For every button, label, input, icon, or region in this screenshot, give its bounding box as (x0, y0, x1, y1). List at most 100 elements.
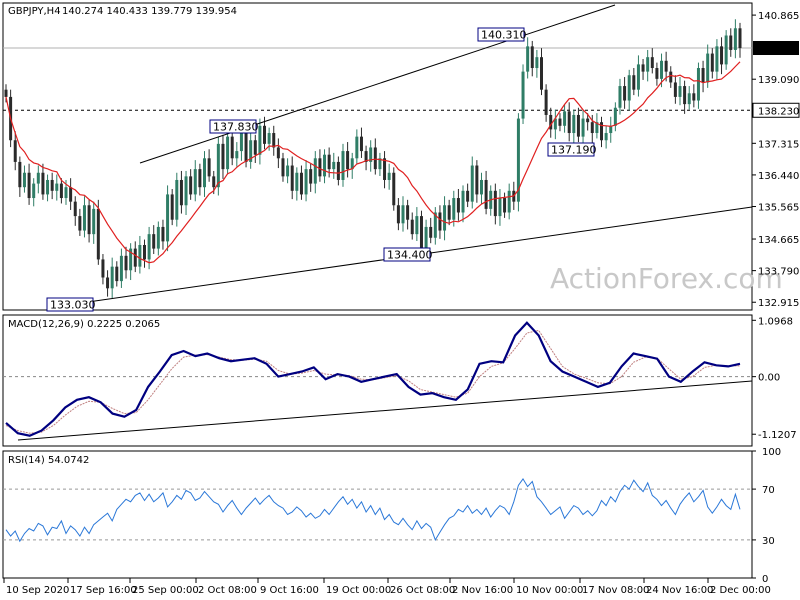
x-tick-label: 26 Oct 08:00 (390, 585, 455, 596)
candle-body (221, 143, 225, 170)
candle-body (715, 46, 719, 72)
candle-body (313, 158, 317, 184)
price-header-ohlc: 140.274 140.433 139.779 139.954 (62, 6, 237, 17)
candle-body (138, 244, 142, 267)
upper-trendline (139, 4, 616, 164)
candle-body (4, 89, 8, 97)
candle-body (466, 190, 470, 202)
x-tick-label: 24 Nov 16:00 (646, 585, 713, 596)
candle-body (424, 226, 428, 249)
rsi-y-tick-label: 30 (762, 536, 775, 547)
candle-body (253, 140, 257, 155)
candle-body (507, 190, 511, 213)
candle-body (258, 125, 262, 155)
candle-body (563, 111, 567, 126)
candle-body (207, 158, 211, 177)
candle-body (18, 161, 22, 188)
candle-body (203, 158, 207, 188)
candle-body (627, 75, 631, 101)
candle-body (304, 169, 308, 195)
candle-body (521, 71, 525, 119)
candle-body (230, 136, 234, 159)
candle-body (655, 68, 659, 79)
candle-body (129, 248, 133, 271)
candle-body (600, 122, 604, 141)
candle-body (59, 183, 63, 199)
candle-body (696, 68, 700, 101)
candle-body (406, 205, 410, 220)
price-y-tick-label: 140.865 (758, 11, 799, 22)
candle-body (175, 179, 179, 220)
candle-body (461, 190, 465, 213)
candle-body (152, 234, 156, 249)
candle-body (263, 125, 267, 144)
candle-body (470, 165, 474, 202)
candle-body (609, 125, 613, 134)
candle-body (22, 172, 26, 188)
x-tick-label: 2 Dec 00:00 (710, 585, 771, 596)
price-y-tick-label: 135.565 (758, 203, 799, 214)
candle-body (535, 57, 539, 69)
candle-body (567, 111, 571, 134)
candle-body (692, 93, 696, 101)
candle-body (396, 205, 400, 224)
candle-body (212, 176, 216, 188)
candle-body (226, 136, 230, 170)
candle-body (184, 176, 188, 206)
x-tick-label: 2 Nov 16:00 (452, 585, 513, 596)
price-annotation-box (383, 247, 431, 262)
candle-body (678, 86, 682, 97)
candle-body (286, 165, 290, 177)
candle-body (32, 183, 36, 199)
candle-body (415, 216, 419, 235)
candle-body (738, 28, 742, 49)
x-tick-label: 9 Oct 16:00 (260, 585, 319, 596)
candle-body (544, 89, 548, 115)
candle-body (318, 158, 322, 177)
candle-body (530, 46, 534, 69)
candle-body (558, 118, 562, 126)
candle-body (641, 64, 645, 72)
rsi-y-tick-label: 70 (762, 485, 775, 496)
candle-body (193, 169, 197, 195)
candle-body (724, 35, 728, 65)
candle-body (373, 147, 377, 170)
candle-body (710, 53, 714, 72)
candle-body (327, 154, 331, 170)
candle-body (359, 136, 363, 152)
candle-body (276, 147, 280, 159)
candle-body (618, 86, 622, 108)
candle-body (106, 277, 110, 289)
candle-body (572, 114, 576, 134)
candle-body (433, 212, 437, 238)
candle-body (378, 158, 382, 170)
candle-body (479, 179, 483, 195)
candle-body (613, 107, 617, 126)
macd-header: MACD(12,26,9) 0.2225 0.2065 (8, 319, 160, 330)
candle-body (553, 118, 557, 130)
candle-body (336, 161, 340, 180)
macd-y-tick-label: -1.1207 (758, 430, 797, 441)
x-tick-label: 17 Nov 08:00 (582, 585, 649, 596)
candle-body (341, 151, 345, 180)
candle-body (179, 179, 183, 206)
candle-body (683, 86, 687, 105)
candle-body (166, 194, 170, 242)
candle-body (27, 172, 31, 199)
panel-frame-0 (2, 2, 753, 311)
macd-trendline (17, 380, 753, 441)
candle-body (110, 266, 114, 289)
candle-body (604, 133, 608, 141)
candle-body (664, 60, 668, 72)
rsi-y-tick-label: 0 (762, 574, 768, 585)
candle-body (429, 226, 433, 238)
price-annotation-label: 133.030 (50, 299, 96, 312)
macd-y-tick-label: 0.00 (758, 373, 780, 384)
price-header-symbol: GBPJPY,H4 (8, 6, 61, 17)
candle-body (64, 187, 68, 199)
x-tick-label: 10 Nov 00:00 (516, 585, 583, 596)
candle-body (189, 176, 193, 195)
candle-body (323, 154, 327, 177)
candle-body (78, 216, 82, 231)
